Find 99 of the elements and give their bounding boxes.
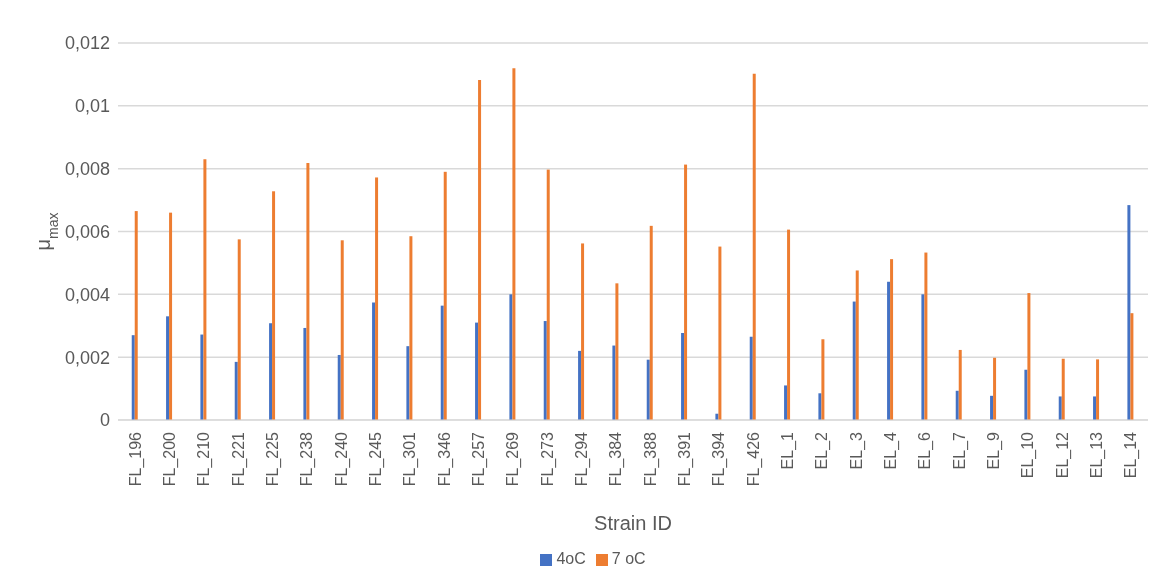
bar — [372, 302, 376, 420]
bar — [581, 243, 585, 420]
bar — [272, 191, 276, 420]
bar — [200, 334, 204, 420]
bar — [718, 246, 722, 420]
x-tick-label: FL_245 — [367, 431, 385, 487]
x-tick-label: FL_210 — [195, 431, 214, 487]
x-tick-label: FL_269 — [504, 431, 523, 487]
bar — [375, 177, 379, 420]
x-tick-label: FL_238 — [298, 431, 317, 487]
legend-label: 7 oC — [611, 550, 646, 567]
bar — [821, 339, 825, 420]
bar — [578, 350, 582, 420]
bar — [134, 211, 138, 420]
bar — [749, 336, 753, 420]
x-tick-label: EL_12 — [1053, 431, 1072, 479]
y-tick-label: 0,012 — [64, 33, 110, 54]
bar — [1093, 396, 1097, 420]
legend-label: 4oC — [556, 550, 586, 567]
bar — [543, 321, 547, 420]
y-tick-label: 0,004 — [64, 284, 110, 305]
bar — [887, 281, 891, 420]
bar — [852, 301, 856, 420]
bar — [509, 294, 513, 420]
bar — [475, 322, 479, 420]
bar — [955, 390, 959, 420]
y-tick-label: 0,002 — [64, 347, 110, 368]
bar — [234, 361, 238, 420]
bar — [1024, 369, 1028, 420]
bar — [818, 393, 822, 420]
bar — [409, 236, 413, 420]
x-tick-label: EL_4 — [882, 431, 900, 470]
bar — [1127, 205, 1131, 420]
bar — [990, 395, 994, 420]
x-tick-label: EL_10 — [1019, 431, 1038, 479]
x-tick-label: FL_294 — [573, 431, 591, 487]
bar — [1058, 396, 1062, 420]
bar — [169, 212, 173, 420]
bar — [303, 327, 307, 420]
x-tick-label: FL_196 — [126, 431, 145, 487]
x-tick-label: FL_200 — [161, 431, 179, 487]
bar — [203, 159, 207, 420]
y-tick-label: 0 — [99, 410, 110, 431]
x-axis-title: Strain ID — [594, 512, 672, 534]
x-tick-label: EL_3 — [847, 431, 866, 470]
bar — [478, 80, 482, 420]
x-tick-label: FL_394 — [710, 431, 729, 487]
bar — [855, 270, 859, 420]
bar — [993, 357, 997, 420]
bar — [406, 346, 410, 420]
y-tick-label: 0,006 — [64, 221, 110, 242]
x-tick-label: EL_1 — [779, 431, 797, 470]
bar — [1027, 293, 1031, 420]
bar — [440, 305, 444, 420]
bar — [958, 349, 962, 420]
x-tick-label: FL_388 — [641, 431, 660, 487]
bar — [443, 171, 447, 420]
x-tick-label: FL_273 — [538, 431, 557, 487]
bar — [269, 323, 273, 420]
bar — [924, 252, 928, 420]
x-tick-label: FL_426 — [744, 431, 763, 487]
bar — [131, 335, 135, 420]
bar — [684, 164, 688, 420]
bar — [784, 385, 788, 420]
x-tick-label: FL_346 — [435, 431, 454, 487]
bar — [612, 345, 616, 420]
bar — [512, 68, 516, 420]
x-tick-label: FL_240 — [332, 431, 351, 487]
bar — [306, 163, 310, 420]
bar — [166, 316, 170, 420]
x-tick-label: FL_391 — [676, 431, 694, 487]
bar — [546, 169, 550, 420]
bar — [237, 239, 241, 420]
y-tick-label: 0,01 — [74, 96, 110, 117]
x-tick-label: EL_6 — [916, 431, 935, 470]
bar — [752, 73, 756, 420]
bar — [337, 354, 341, 420]
x-tick-label: FL_384 — [607, 431, 626, 487]
x-tick-label: FL_301 — [401, 431, 420, 487]
bar — [787, 229, 791, 420]
x-tick-label: EL_14 — [1122, 431, 1141, 479]
bar — [649, 225, 653, 420]
x-tick-label: FL_225 — [264, 431, 282, 487]
bar — [646, 359, 650, 420]
x-tick-label: FL_221 — [229, 431, 248, 487]
x-tick-label: EL_9 — [985, 431, 1003, 470]
y-tick-label: 0,008 — [64, 159, 110, 180]
x-tick-label: EL_13 — [1088, 431, 1106, 479]
x-tick-label: EL_7 — [950, 431, 969, 470]
bar — [1096, 359, 1100, 420]
x-tick-label: FL_257 — [470, 431, 488, 487]
x-tick-label: EL_2 — [813, 431, 832, 470]
bar — [1130, 313, 1134, 420]
bar — [921, 294, 925, 420]
bar — [340, 240, 344, 420]
bar — [890, 259, 894, 420]
bar — [615, 283, 619, 420]
bar — [681, 332, 685, 420]
bar — [1061, 358, 1065, 420]
